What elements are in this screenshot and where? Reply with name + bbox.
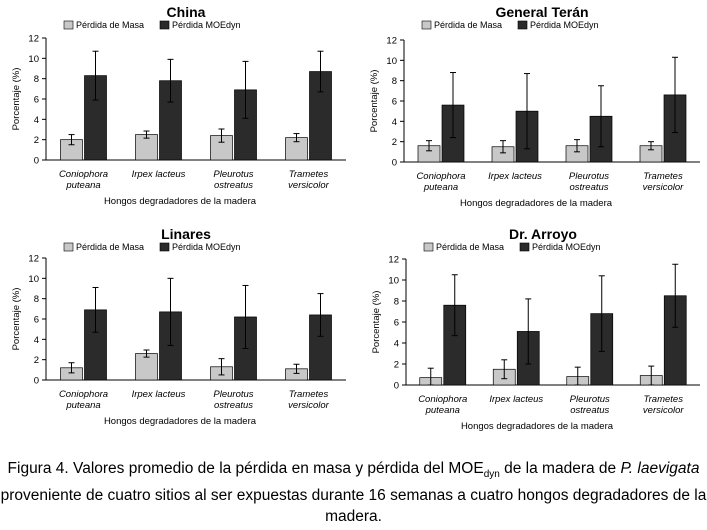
y-tick-label: 2 — [394, 360, 399, 371]
y-tick-label: 0 — [392, 158, 397, 169]
x-category-label: Irpex lacteus — [489, 394, 543, 405]
legend-swatch-moedyn — [159, 20, 170, 30]
y-axis-label: Porcentaje (%) — [369, 70, 380, 133]
caption-part1: Figura 4. Valores promedio de la pérdida… — [7, 460, 484, 477]
caption-species: P. laevigata — [620, 460, 700, 477]
y-axis-label: Porcentaje (%) — [11, 288, 22, 351]
caption-sub: dyn — [483, 469, 500, 481]
legend-label-moedyn: Pérdida MOEdyn — [530, 20, 599, 30]
caption-part3: proveniente de cuatro sitios al ser expu… — [0, 487, 707, 526]
chart-title: Linares — [161, 226, 211, 242]
chart-linares: Linares Pérdida de Masa Pérdida MOEdyn 0 2 4 6… — [11, 226, 346, 427]
y-tick-label: 12 — [388, 255, 399, 266]
legend-swatch-moedyn — [159, 242, 170, 252]
y-tick-label: 4 — [34, 115, 39, 126]
chart-title: General Terán — [495, 4, 588, 20]
figure-caption: Figura 4. Valores promedio de la pérdida… — [0, 458, 707, 527]
y-tick-label: 6 — [392, 97, 397, 108]
x-axis-label: Hongos degradadores de la madera — [461, 421, 614, 432]
y-tick-label: 4 — [392, 117, 397, 128]
y-tick-label: 12 — [28, 254, 39, 265]
chart-title: China — [167, 4, 206, 20]
x-category-label: ostreatus — [214, 180, 253, 191]
y-tick-label: 8 — [34, 74, 39, 85]
legend-label-masa: Pérdida de Masa — [76, 242, 144, 252]
legend-swatch-masa — [63, 242, 74, 252]
x-category-label: ostreatus — [570, 405, 609, 416]
x-category-label: puteana — [423, 182, 458, 193]
y-tick-label: 10 — [28, 54, 39, 65]
legend-label-masa: Pérdida de Masa — [434, 20, 502, 30]
x-category-label: Coniophora — [416, 171, 465, 182]
x-category-label: Trametes — [289, 389, 329, 400]
y-tick-label: 0 — [34, 376, 39, 387]
x-category-label: Trametes — [643, 171, 683, 182]
legend-swatch-masa — [63, 20, 74, 30]
x-category-label: Irpex lacteus — [132, 169, 186, 180]
x-category-label: Irpex lacteus — [488, 171, 542, 182]
y-tick-label: 0 — [34, 156, 39, 167]
x-axis-label: Hongos degradadores de la madera — [460, 198, 613, 209]
legend-swatch-moedyn — [517, 20, 528, 30]
x-axis-label: Hongos degradadores de la madera — [104, 416, 257, 427]
legend-label-masa: Pérdida de Masa — [436, 242, 504, 252]
x-category-label: Trametes — [289, 169, 329, 180]
legend-label-moedyn: Pérdida MOEdyn — [172, 242, 241, 252]
x-category-label: Pleurotus — [213, 389, 253, 400]
x-category-label: ostreatus — [214, 400, 253, 411]
x-category-label: versicolor — [288, 180, 329, 191]
x-category-label: versicolor — [643, 405, 684, 416]
y-tick-label: 10 — [28, 274, 39, 285]
y-tick-label: 8 — [392, 76, 397, 87]
y-tick-label: 12 — [28, 34, 39, 45]
y-tick-label: 8 — [34, 294, 39, 305]
x-category-label: Coniophora — [59, 389, 108, 400]
x-category-label: Trametes — [644, 394, 684, 405]
y-tick-label: 4 — [34, 335, 39, 346]
y-tick-label: 2 — [392, 137, 397, 148]
y-tick-label: 2 — [34, 135, 39, 146]
y-tick-label: 10 — [386, 56, 397, 67]
legend-swatch-moedyn — [519, 242, 530, 252]
x-category-label: versicolor — [643, 182, 684, 193]
legend-swatch-masa — [423, 242, 434, 252]
x-category-label: ostreatus — [569, 182, 608, 193]
y-tick-label: 10 — [388, 276, 399, 287]
x-axis-label: Hongos degradadores de la madera — [104, 196, 257, 207]
legend-swatch-masa — [421, 20, 432, 30]
x-category-label: Pleurotus — [213, 169, 253, 180]
y-tick-label: 6 — [34, 315, 39, 326]
legend-label-masa: Pérdida de Masa — [76, 20, 144, 30]
chart-title: Dr. Arroyo — [509, 226, 577, 242]
y-tick-label: 6 — [34, 95, 39, 106]
y-axis-label: Porcentaje (%) — [11, 68, 22, 131]
y-axis-label: Porcentaje (%) — [371, 291, 382, 354]
x-category-label: puteana — [65, 180, 100, 191]
x-category-label: Coniophora — [59, 169, 108, 180]
x-category-label: puteana — [65, 400, 100, 411]
legend-label-moedyn: Pérdida MOEdyn — [532, 242, 601, 252]
y-tick-label: 6 — [394, 318, 399, 329]
y-tick-label: 0 — [394, 381, 399, 392]
y-tick-label: 4 — [394, 339, 399, 350]
legend-label-moedyn: Pérdida MOEdyn — [172, 20, 241, 30]
caption-part2: de la madera de — [499, 460, 621, 477]
chart-dr-arroyo: Dr. Arroyo Pérdida de Masa Pérdida MOEdyn 0… — [371, 226, 700, 432]
x-category-label: Pleurotus — [569, 171, 609, 182]
x-category-label: Pleurotus — [570, 394, 610, 405]
x-category-label: Irpex lacteus — [132, 389, 186, 400]
y-tick-label: 8 — [394, 297, 399, 308]
chart-china: China Pérdida de Masa Pérdida MOEdyn 0 2 4 6 8 1… — [11, 4, 346, 207]
x-category-label: Coniophora — [418, 394, 467, 405]
y-tick-label: 12 — [386, 36, 397, 47]
y-tick-label: 2 — [34, 355, 39, 366]
x-category-label: puteana — [425, 405, 460, 416]
x-category-label: versicolor — [288, 400, 329, 411]
